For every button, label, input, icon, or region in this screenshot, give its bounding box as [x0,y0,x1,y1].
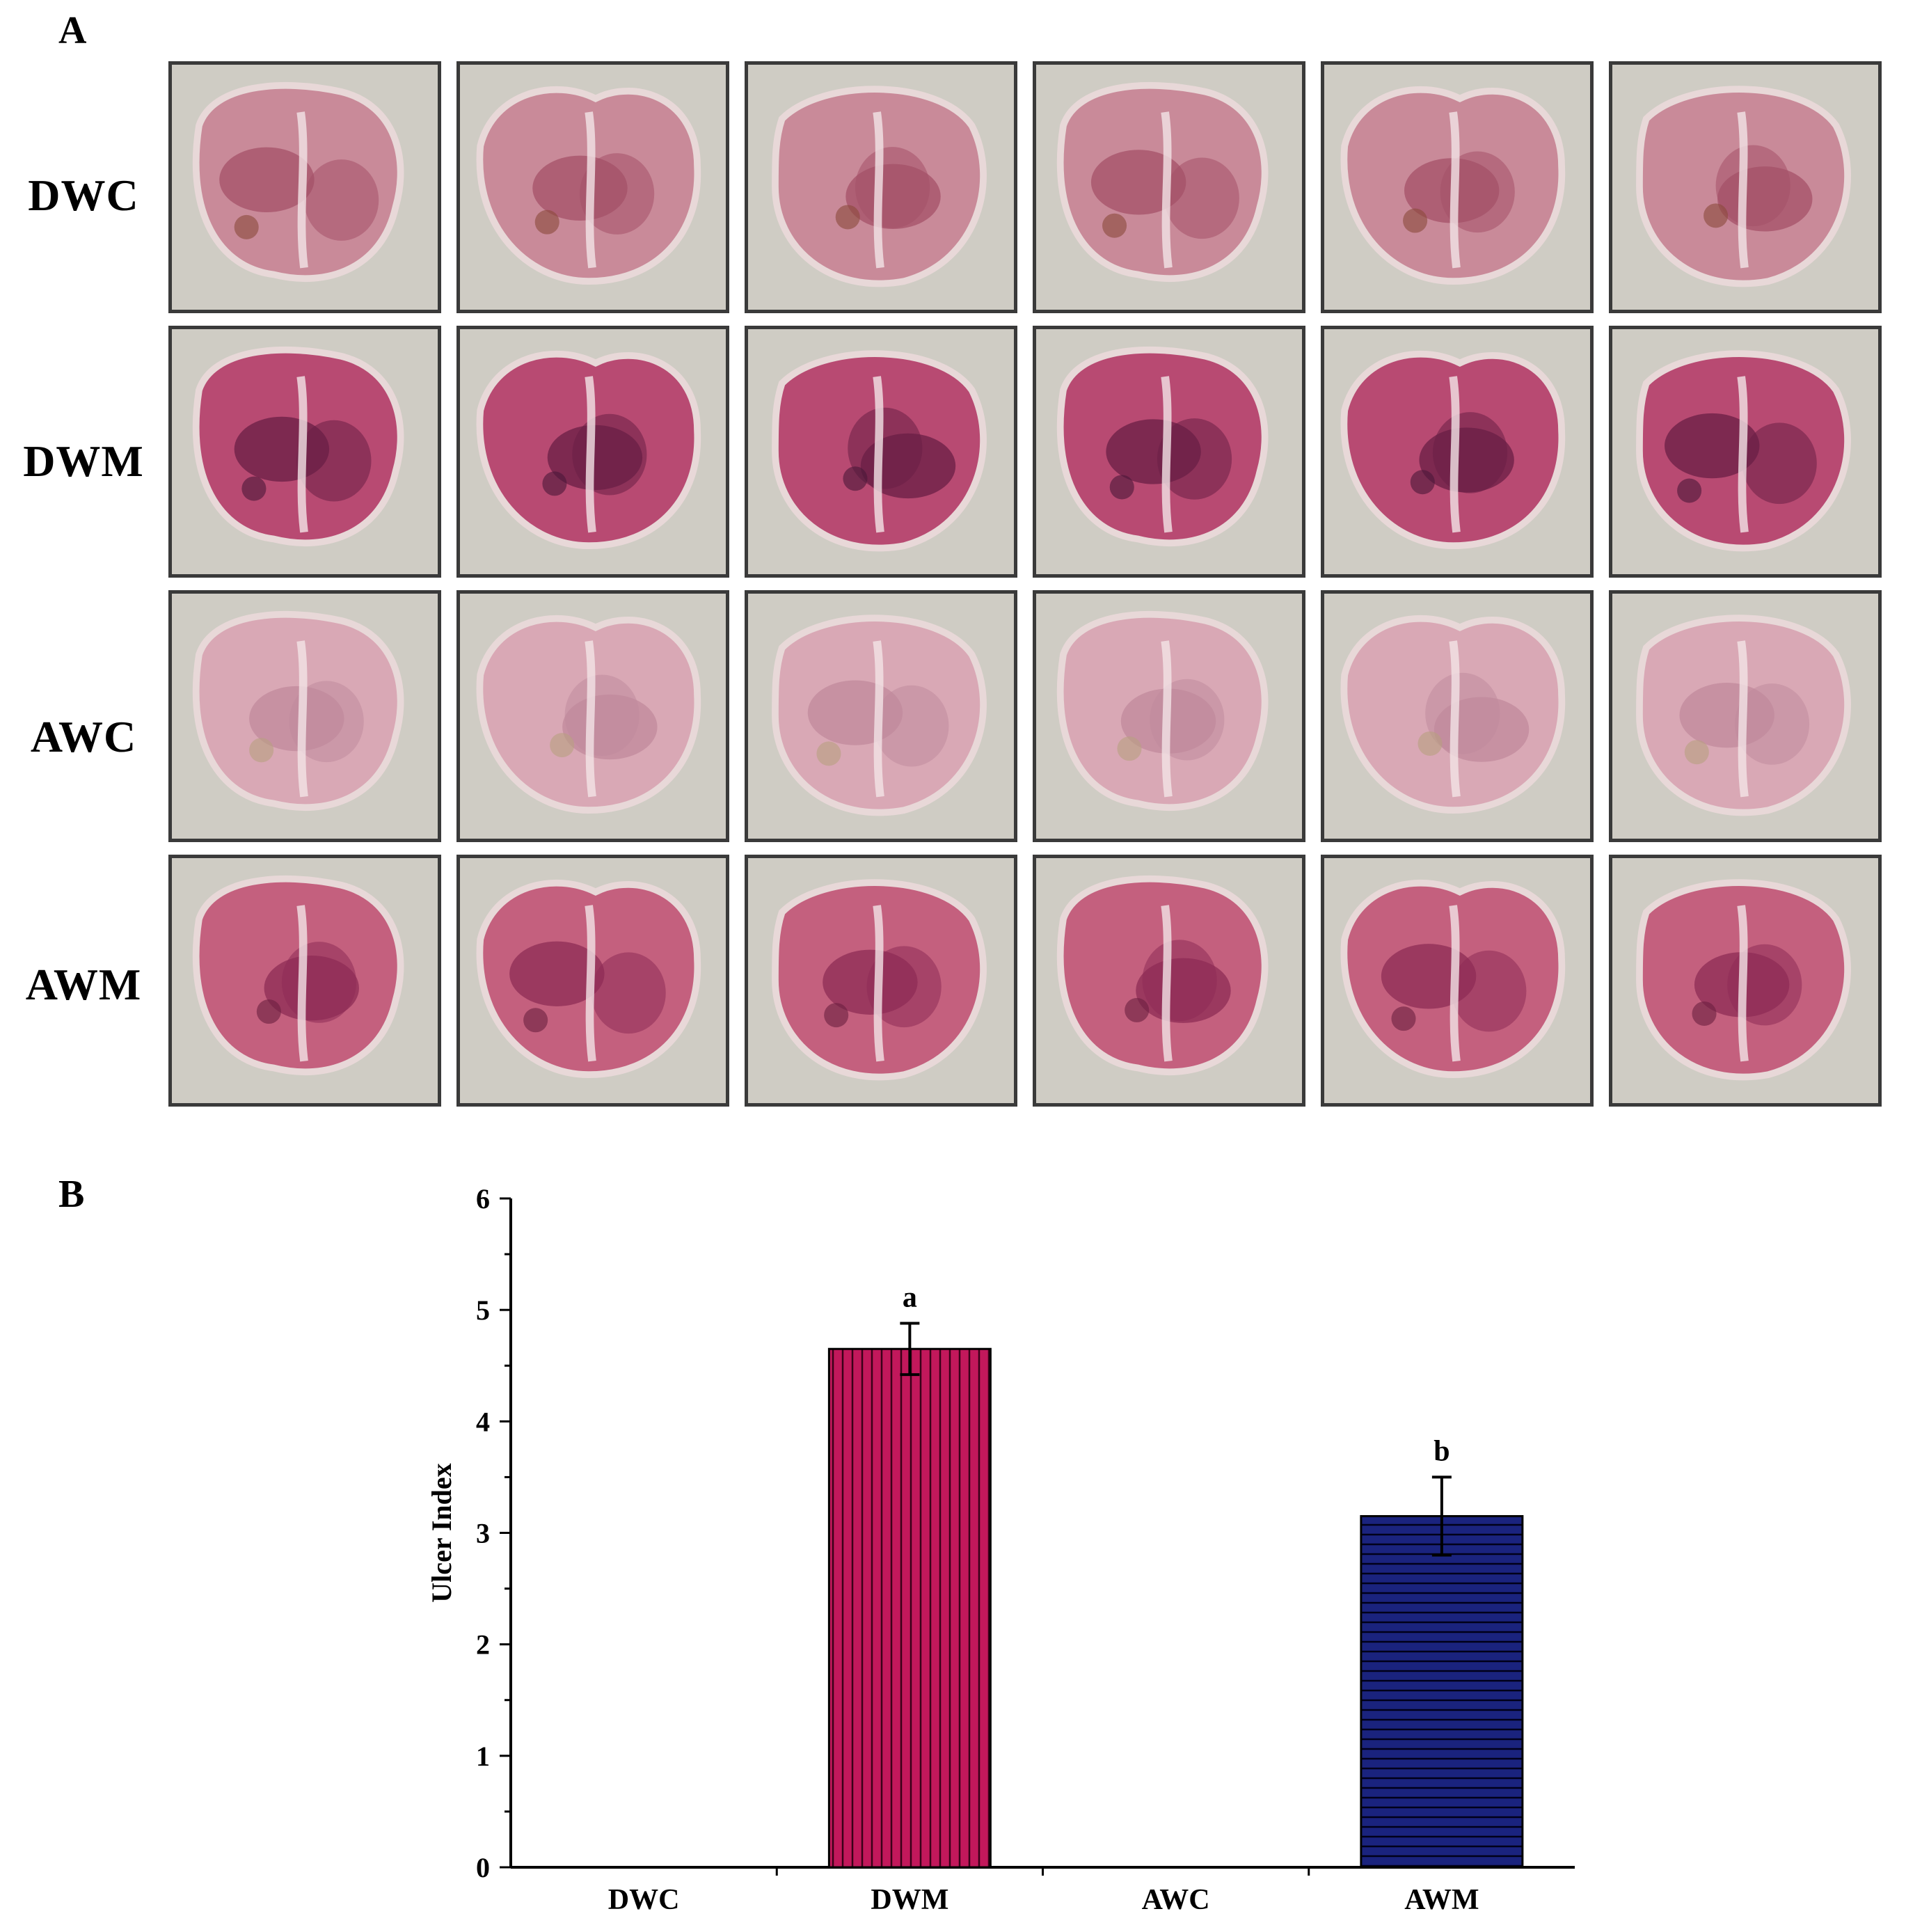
specimen-photo-dwm-5 [1321,326,1594,578]
row-label-awc: AWC [30,712,137,761]
row-label-dwm: DWM [23,436,144,486]
row-label-awm: AWM [25,960,142,1009]
specimen-photo-dwc-1 [168,61,441,313]
stomach-photo-grid [168,61,1882,1114]
specimen-photo-dwc-4 [1033,61,1305,313]
specimen-photo-dwc-3 [745,61,1017,313]
specimen-photo-awm-3 [745,855,1017,1107]
specimen-photo-awc-1 [168,590,441,842]
significance-letter-dwm: a [903,1281,917,1313]
bar-awm [1360,1514,1524,1869]
y-tick-label: 5 [476,1294,490,1326]
specimen-photo-dwc-5 [1321,61,1594,313]
chart-bars [827,1322,1524,1869]
specimen-photo-dwc-2 [456,61,729,313]
specimen-photo-awm-4 [1033,855,1305,1107]
specimen-photo-awc-6 [1609,590,1882,842]
x-tick-label-dwc: DWC [608,1884,680,1916]
specimen-photo-awm-6 [1609,855,1882,1107]
y-tick-label: 2 [476,1629,490,1661]
row-label-dwc: DWC [28,171,139,220]
x-tick-label-dwm: DWM [871,1884,948,1916]
x-tick-label-awm: AWM [1404,1884,1479,1916]
specimen-photo-awc-4 [1033,590,1305,842]
significance-letter-awm: b [1434,1435,1450,1467]
specimen-photo-awc-3 [745,590,1017,842]
y-tick-label: 4 [476,1406,490,1437]
specimen-photo-awm-1 [168,855,441,1107]
y-tick-label: 3 [476,1518,490,1549]
panel-a-label: A [58,9,87,52]
specimen-photo-dwm-3 [745,326,1017,578]
specimen-photo-dwc-6 [1609,61,1882,313]
x-tick-label-awc: AWC [1142,1884,1210,1916]
panel-b-label: B [58,1173,85,1216]
specimen-photo-dwm-4 [1033,326,1305,578]
specimen-photo-dwm-1 [168,326,441,578]
chart-labels: 0 1 2 3 4 5 6 Ulcer Index DWC DWM a AWC AWM b [426,1183,1479,1916]
y-tick-label: 6 [476,1183,490,1214]
bar-dwm [827,1347,992,1869]
specimen-photo-dwm-6 [1609,326,1882,578]
specimen-photo-awm-5 [1321,855,1594,1107]
specimen-photo-awm-2 [456,855,729,1107]
y-tick-label: 1 [476,1741,490,1772]
specimen-photo-awc-5 [1321,590,1594,842]
y-tick-label: 0 [476,1852,490,1883]
specimen-photo-dwm-2 [456,326,729,578]
specimen-photo-awc-2 [456,590,729,842]
y-axis-title: Ulcer Index [426,1463,457,1602]
